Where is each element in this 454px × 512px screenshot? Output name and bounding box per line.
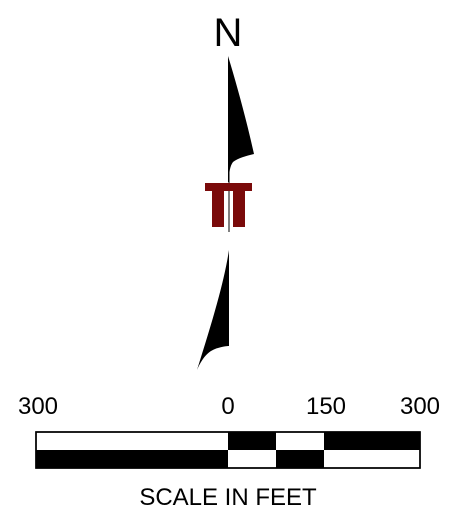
scale-bar-segment xyxy=(276,450,324,468)
logo-icon xyxy=(205,183,252,227)
scale-bar: 300 0 150 300 SCALE IN FEET xyxy=(18,393,440,511)
scale-tick-label: 0 xyxy=(221,393,234,420)
north-arrow: N xyxy=(197,11,254,370)
scale-tick-label: 150 xyxy=(306,393,346,420)
scale-bar-segment xyxy=(324,432,420,450)
scale-bar-border xyxy=(35,431,421,469)
north-label: N xyxy=(214,11,243,55)
scale-bar-segment xyxy=(36,450,228,468)
scale-bar-segment xyxy=(228,432,276,450)
north-arrow-upper-blade xyxy=(228,56,254,182)
scale-tick-label: 300 xyxy=(400,393,440,420)
scale-caption: SCALE IN FEET xyxy=(139,484,317,511)
scale-tick-label: 300 xyxy=(18,393,58,420)
north-arrow-lower-blade xyxy=(197,250,229,370)
